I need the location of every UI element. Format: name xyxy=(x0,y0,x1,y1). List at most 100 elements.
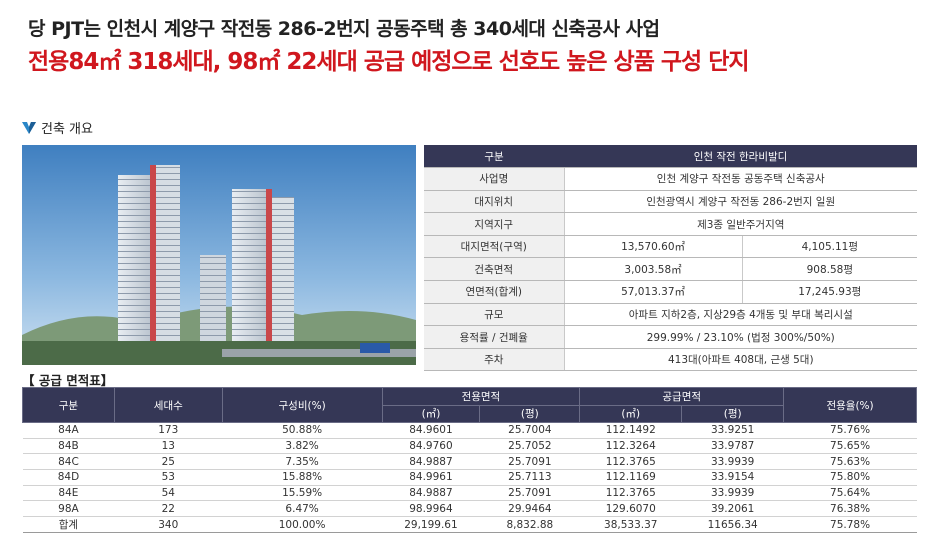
cell-exclusive-pyeong: 8,832.88 xyxy=(479,516,580,534)
overview-label: 지역지구 xyxy=(424,212,565,236)
overview-row: 대지위치 인천광역시 계양구 작전동 286-2번지 일원 xyxy=(424,190,917,214)
overview-row: 주차 413대(아파트 408대, 근생 5대) xyxy=(424,348,917,372)
supply-subheader-row: (㎡) (평) (㎡) (평) xyxy=(23,404,917,423)
header-supply-sqm: (㎡) xyxy=(579,404,683,423)
v-icon xyxy=(22,121,36,134)
cell-supply-pyeong: 33.9251 xyxy=(681,422,784,439)
overview-value-pyeong: 908.58평 xyxy=(742,257,917,282)
cell-type: 84D xyxy=(22,469,115,486)
cell-supply-pyeong: 33.9939 xyxy=(681,485,784,502)
overview-value: 299.99% / 23.10% (법정 300%/50%) xyxy=(564,325,917,349)
building-rendering-image xyxy=(22,145,416,365)
cell-units: 340 xyxy=(114,516,223,534)
cell-supply-sqm: 112.1492 xyxy=(579,422,682,439)
headline-supply-summary: 전용84㎡ 318세대, 98㎡ 22세대 공급 예정으로 선호도 높은 상품 … xyxy=(28,49,750,75)
overview-value-pyeong: 4,105.11평 xyxy=(742,235,917,259)
cell-units: 13 xyxy=(114,438,223,455)
overview-row: 규모 아파트 지하2층, 지상29층 4개동 및 부대 복리시설 xyxy=(424,303,917,327)
cell-units: 53 xyxy=(114,469,223,486)
cell-exclusive-sqm: 84.9601 xyxy=(382,422,480,439)
overview-label: 대지위치 xyxy=(424,190,565,214)
overview-label: 용적률 / 건폐율 xyxy=(424,325,565,349)
overview-row: 건축면적 3,003.58㎡ 908.58평 xyxy=(424,257,917,282)
overview-value: 아파트 지하2층, 지상29층 4개동 및 부대 복리시설 xyxy=(564,303,917,327)
overview-section-label: 건축 개요 xyxy=(41,122,93,137)
supply-section-title: 【 공급 면적표】 xyxy=(22,373,114,388)
cell-supply-sqm: 112.3264 xyxy=(579,438,682,455)
cell-type: 98A xyxy=(22,500,115,518)
cell-supply-pyeong: 11656.34 xyxy=(681,516,784,534)
cell-exclusive-sqm: 84.9760 xyxy=(382,438,480,455)
overview-table: 구분 인천 작전 한라비발디 사업명 인천 계양구 작전동 공동주택 신축공사 … xyxy=(424,145,917,372)
overview-section-title: 건축 개요 xyxy=(22,118,93,137)
overview-label: 규모 xyxy=(424,303,565,327)
headline-project-summary: 당 PJT는 인천시 계양구 작전동 286-2번지 공동주택 총 340세대 … xyxy=(28,18,660,40)
overview-value: 인천광역시 계양구 작전동 286-2번지 일원 xyxy=(564,190,917,214)
cell-exclusive-pyeong: 25.7091 xyxy=(479,485,580,502)
overview-row: 용적률 / 건폐율 299.99% / 23.10% (법정 300%/50%) xyxy=(424,325,917,349)
cell-exclusive-pyeong: 25.7052 xyxy=(479,438,580,455)
supply-area-table: 구분 세대수 구성비(%) 전용면적 공급면적 전용율(%) (㎡) (평) (… xyxy=(22,387,917,534)
supply-header-row: 구분 세대수 구성비(%) 전용면적 공급면적 전용율(%) xyxy=(22,387,917,423)
supply-table-body: 84A 173 50.88% 84.9601 25.7004 112.1492 33.925… xyxy=(22,422,917,534)
cell-efficiency: 75.78% xyxy=(783,516,917,534)
overview-value: 제3종 일반주거지역 xyxy=(564,212,917,236)
cell-efficiency: 75.80% xyxy=(783,469,917,486)
table-row: 84B 13 3.82% 84.9760 25.7052 112.3264 33.9787 7… xyxy=(22,438,917,455)
cell-efficiency: 75.65% xyxy=(783,438,917,455)
header-exclusive-sqm: (㎡) xyxy=(381,404,481,423)
header-exclusive-pyeong: (평) xyxy=(479,404,581,423)
overview-header-row: 구분 인천 작전 한라비발디 xyxy=(424,145,917,169)
overview-value: 인천 계양구 작전동 공동주택 신축공사 xyxy=(564,167,917,191)
cell-supply-pyeong: 33.9939 xyxy=(681,453,784,471)
cell-efficiency: 76.38% xyxy=(783,500,917,518)
header-units: 세대수 xyxy=(113,387,223,423)
cell-type: 84C xyxy=(22,453,115,471)
overview-row: 대지면적(구역) 13,570.60㎡ 4,105.11평 xyxy=(424,235,917,259)
cell-exclusive-sqm: 29,199.61 xyxy=(382,516,480,534)
cell-exclusive-sqm: 84.9961 xyxy=(382,469,480,486)
cell-exclusive-pyeong: 25.7004 xyxy=(479,422,580,439)
table-total-row: 합계 340 100.00% 29,199.61 8,832.88 38,533.37 11… xyxy=(22,516,917,534)
cell-supply-sqm: 112.3765 xyxy=(579,453,682,471)
cell-efficiency: 75.64% xyxy=(783,485,917,502)
table-row: 84A 173 50.88% 84.9601 25.7004 112.1492 33.925… xyxy=(22,422,917,439)
cell-type: 84A xyxy=(22,422,115,439)
cell-type: 84E xyxy=(22,485,115,502)
cell-units: 173 xyxy=(114,422,223,439)
cell-ratio: 100.00% xyxy=(222,516,382,534)
cell-exclusive-sqm: 84.9887 xyxy=(382,485,480,502)
table-row: 84D 53 15.88% 84.9961 25.7113 112.1169 33.9154… xyxy=(22,469,917,486)
overview-label: 연면적(합계) xyxy=(424,280,565,304)
overview-value: 413대(아파트 408대, 근생 5대) xyxy=(564,348,917,372)
overview-value-sqm: 3,003.58㎡ xyxy=(564,257,743,282)
overview-value-sqm: 13,570.60㎡ xyxy=(564,235,743,259)
overview-label: 건축면적 xyxy=(424,257,565,282)
cell-type: 84B xyxy=(22,438,115,455)
cell-exclusive-pyeong: 29.9464 xyxy=(479,500,580,518)
overview-label: 대지면적(구역) xyxy=(424,235,565,259)
overview-row: 사업명 인천 계양구 작전동 공동주택 신축공사 xyxy=(424,167,917,191)
cell-supply-sqm: 129.6070 xyxy=(579,500,682,518)
cell-ratio: 50.88% xyxy=(222,422,382,439)
cell-type: 합계 xyxy=(22,516,115,534)
overview-value-pyeong: 17,245.93평 xyxy=(742,280,917,304)
cell-units: 22 xyxy=(114,500,223,518)
header-supply-pyeong: (평) xyxy=(681,404,785,423)
overview-value-sqm: 57,013.37㎡ xyxy=(564,280,743,304)
overview-label: 사업명 xyxy=(424,167,565,191)
header-ratio: 구성비(%) xyxy=(221,387,383,423)
cell-exclusive-pyeong: 25.7113 xyxy=(479,469,580,486)
overview-header-label: 구분 xyxy=(424,145,564,169)
cell-ratio: 7.35% xyxy=(222,453,382,471)
header-efficiency: 전용율(%) xyxy=(783,387,917,423)
cell-units: 54 xyxy=(114,485,223,502)
cell-supply-sqm: 112.1169 xyxy=(579,469,682,486)
cell-exclusive-pyeong: 25.7091 xyxy=(479,453,580,471)
overview-label: 주차 xyxy=(424,348,565,372)
cell-ratio: 15.88% xyxy=(222,469,382,486)
cell-ratio: 15.59% xyxy=(222,485,382,502)
cell-exclusive-sqm: 84.9887 xyxy=(382,453,480,471)
table-row: 84E 54 15.59% 84.9887 25.7091 112.3765 33.9939… xyxy=(22,485,917,502)
overview-row: 지역지구 제3종 일반주거지역 xyxy=(424,212,917,236)
